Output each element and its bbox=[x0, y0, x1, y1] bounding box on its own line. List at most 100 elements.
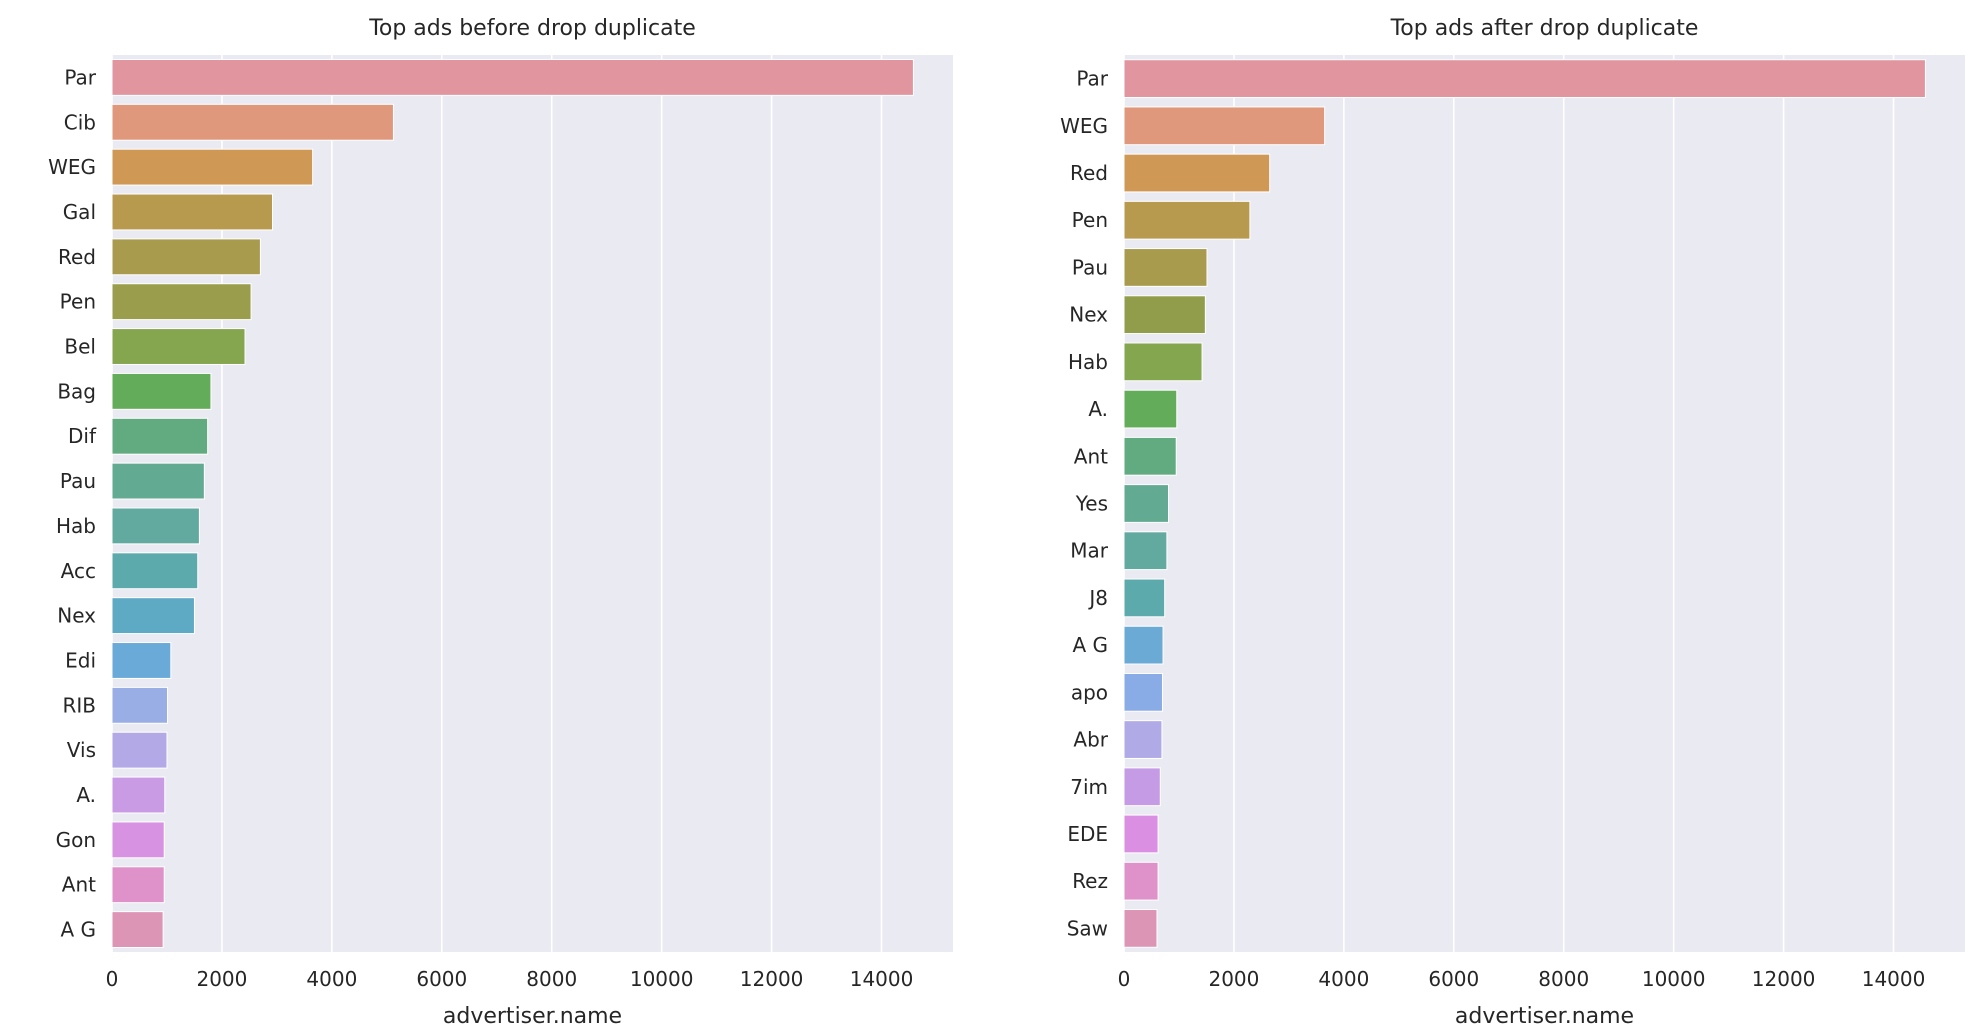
y-tick-label: Nex bbox=[57, 604, 96, 628]
x-tick-label: 14000 bbox=[1862, 967, 1926, 991]
bar-weg bbox=[111, 148, 314, 186]
y-tick-label: RIB bbox=[62, 693, 96, 717]
y-tick-label: A G bbox=[60, 918, 96, 942]
y-tick-label: A G bbox=[1072, 633, 1108, 657]
bar-ant bbox=[1123, 436, 1177, 476]
bar-red bbox=[111, 238, 261, 276]
x-tick-label: 12000 bbox=[740, 967, 804, 991]
bar-pau bbox=[1123, 248, 1208, 287]
x-tick-label: 10000 bbox=[1642, 967, 1706, 991]
y-tick-label: Ant bbox=[62, 873, 96, 897]
y-tick-label: Par bbox=[1076, 67, 1108, 91]
y-tick-label: Mar bbox=[1070, 539, 1109, 563]
bar-abr bbox=[1123, 720, 1163, 759]
x-tick-label: 6000 bbox=[416, 967, 467, 991]
x-tick-label: 4000 bbox=[1318, 967, 1369, 991]
bar-a-g bbox=[1123, 625, 1164, 665]
x-tick-label: 4000 bbox=[306, 967, 357, 991]
plot-area bbox=[112, 55, 953, 952]
y-tick-label: Hab bbox=[56, 514, 96, 538]
y-tick-label: WEG bbox=[1060, 114, 1108, 138]
chart-left: 0 2000 4000 6000 8000 10000 12000 14000 Par Cib WE… bbox=[48, 16, 953, 1029]
y-tick-label: J8 bbox=[1087, 586, 1108, 610]
y-tick-label: EDE bbox=[1067, 822, 1108, 846]
bar-a bbox=[111, 776, 166, 814]
y-tick-label: Red bbox=[58, 245, 96, 269]
y-tick-label: Bel bbox=[64, 335, 96, 359]
bar-gal bbox=[111, 193, 274, 231]
bar-yes bbox=[1123, 484, 1170, 523]
x-tick-label: 8000 bbox=[1538, 967, 1589, 991]
y-tick-label: A. bbox=[76, 783, 96, 807]
y-tick-label: Saw bbox=[1067, 916, 1108, 940]
bar-par bbox=[111, 58, 914, 96]
x-tick-label: 2000 bbox=[196, 967, 247, 991]
x-tick-label: 8000 bbox=[526, 967, 577, 991]
bar-rez bbox=[1123, 861, 1159, 901]
chart-title: Top ads before drop duplicate bbox=[368, 16, 696, 41]
bar-a bbox=[1123, 389, 1178, 429]
bar-a-g bbox=[111, 911, 164, 949]
x-tick-label: 14000 bbox=[850, 967, 914, 991]
y-tick-label: Hab bbox=[1068, 350, 1108, 374]
bar-gon bbox=[111, 821, 165, 859]
y-tick-label: Yes bbox=[1075, 492, 1108, 516]
bar-ant bbox=[111, 866, 165, 904]
x-tick-label: 6000 bbox=[1428, 967, 1479, 991]
y-tick-label: Vis bbox=[67, 738, 96, 762]
x-tick-label: 2000 bbox=[1208, 967, 1259, 991]
bar-nex bbox=[1123, 295, 1206, 335]
bar-pau bbox=[111, 462, 205, 500]
y-tick-label: Pau bbox=[1072, 255, 1108, 279]
x-axis-label: advertiser.name bbox=[443, 1004, 622, 1029]
bar-7im bbox=[1123, 767, 1161, 807]
bar-nex bbox=[111, 597, 195, 635]
bar-red bbox=[1123, 153, 1271, 193]
x-tick-label: 10000 bbox=[630, 967, 694, 991]
y-tick-label: A. bbox=[1088, 397, 1108, 421]
y-tick-label: Pau bbox=[60, 469, 96, 493]
y-tick-label: Abr bbox=[1073, 728, 1108, 752]
y-tick-label: Gal bbox=[63, 200, 96, 224]
y-tick-label: Par bbox=[64, 65, 96, 89]
y-tick-label: Dif bbox=[68, 424, 97, 448]
bar-pen bbox=[1123, 200, 1251, 240]
bar-apo bbox=[1123, 672, 1163, 712]
bar-rib bbox=[111, 686, 169, 724]
y-tick-label: Pen bbox=[1072, 208, 1108, 232]
bar-cib bbox=[111, 103, 394, 141]
bar-saw bbox=[1123, 909, 1158, 948]
y-tick-label: WEG bbox=[48, 155, 96, 179]
y-tick-label: Red bbox=[1070, 161, 1108, 185]
chart-title: Top ads after drop duplicate bbox=[1390, 16, 1699, 41]
bar-ede bbox=[1123, 814, 1159, 854]
bar-bel bbox=[111, 328, 246, 365]
y-tick-label: Bag bbox=[57, 379, 96, 403]
bar-hab bbox=[111, 507, 200, 545]
bar-mar bbox=[1123, 531, 1168, 571]
bar-weg bbox=[1123, 106, 1326, 146]
y-tick-label: Ant bbox=[1074, 444, 1108, 468]
chart-right: 0 2000 4000 6000 8000 10000 12000 14000 Par WEG Re… bbox=[1060, 16, 1965, 1029]
bar-par bbox=[1123, 59, 1926, 98]
x-tick-label: 0 bbox=[1118, 967, 1131, 991]
bar-j8 bbox=[1123, 578, 1166, 618]
x-tick-label: 0 bbox=[106, 967, 119, 991]
y-tick-label: Cib bbox=[64, 110, 96, 134]
plot-area bbox=[1124, 55, 1965, 952]
bar-acc bbox=[111, 552, 199, 590]
x-axis-label: advertiser.name bbox=[1455, 1004, 1634, 1029]
y-tick-label: Acc bbox=[61, 559, 96, 583]
y-tick-label: 7im bbox=[1070, 775, 1108, 799]
y-tick-label: Pen bbox=[60, 290, 96, 314]
bar-vis bbox=[111, 731, 168, 769]
y-tick-label: Gon bbox=[56, 828, 96, 852]
bar-bag bbox=[111, 372, 212, 410]
bar-dif bbox=[111, 417, 209, 455]
y-tick-label: Edi bbox=[65, 648, 96, 672]
bar-edi bbox=[111, 642, 172, 679]
y-tick-label: apo bbox=[1071, 680, 1108, 704]
y-tick-label: Rez bbox=[1072, 869, 1108, 893]
x-tick-label: 12000 bbox=[1752, 967, 1816, 991]
